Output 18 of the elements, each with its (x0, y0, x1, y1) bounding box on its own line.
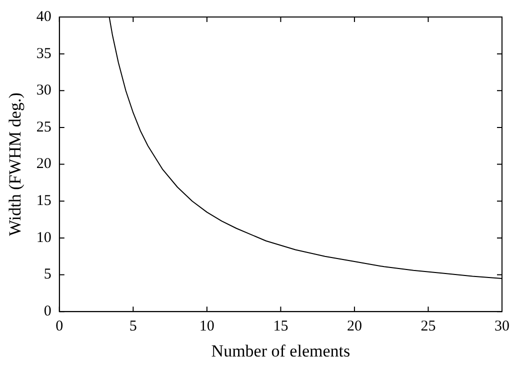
x-tick-label: 0 (56, 318, 64, 335)
x-tick-label: 25 (420, 318, 436, 335)
y-tick-label: 35 (36, 46, 52, 62)
x-tick-label: 15 (273, 318, 288, 335)
y-tick-label: 10 (36, 230, 52, 246)
x-tick-label: 10 (199, 318, 214, 335)
x-axis-title: Number of elements (211, 341, 350, 360)
y-tick-label: 40 (36, 8, 52, 25)
x-tick-label: 20 (346, 318, 362, 335)
y-tick-label: 0 (44, 304, 52, 320)
y-tick-label: 30 (36, 82, 52, 99)
x-tick-label: 5 (129, 318, 137, 335)
y-tick-label: 20 (36, 156, 52, 172)
y-tick-label: 25 (36, 119, 52, 136)
y-tick-label: 5 (44, 266, 52, 283)
x-tick-label: 30 (494, 318, 510, 335)
y-axis-title: Width (FWHM deg.) (6, 92, 25, 236)
y-tick-label: 15 (36, 193, 52, 210)
